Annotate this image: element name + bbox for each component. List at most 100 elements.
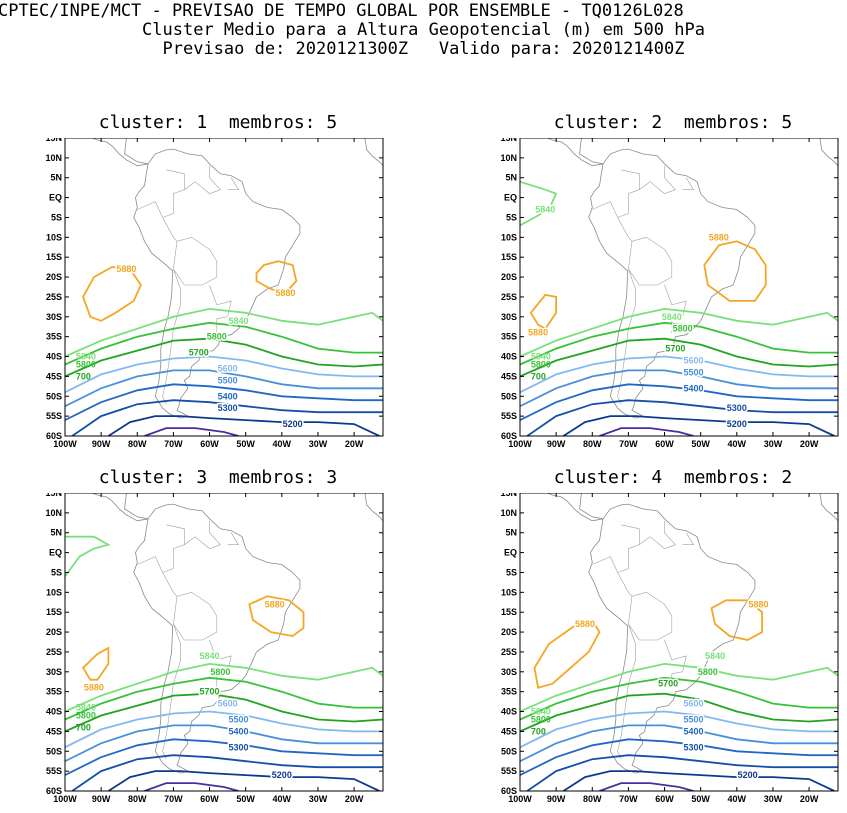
lon-tick-label: 100W	[508, 439, 532, 449]
lat-tick-label: 40S	[501, 707, 517, 717]
contour-label: 5600	[218, 699, 238, 709]
contour-5840	[65, 307, 383, 358]
lat-tick-label: 10S	[501, 232, 517, 242]
contour-5100	[144, 427, 239, 436]
contour-label: 5880	[84, 683, 104, 693]
contour-label: 5800	[207, 332, 227, 342]
lat-tick-label: 15N	[500, 138, 517, 143]
contour-5840	[520, 662, 838, 713]
lat-tick-label: 30S	[46, 312, 62, 322]
country-border	[173, 591, 218, 641]
map-plot: 5880588058405800570056005500540053005200…	[45, 493, 384, 804]
lat-tick-label: EQ	[49, 193, 62, 203]
contour-label: 5840	[705, 651, 725, 661]
lat-tick-label: 25S	[501, 647, 517, 657]
map-panel-2: cluster: 2 membros: 5 5840 5880 5880 5840 58…	[463, 112, 847, 452]
lat-tick-label: 60S	[46, 431, 62, 441]
contour-5200	[562, 770, 835, 791]
contour-label: 5500	[683, 714, 703, 724]
lon-tick-label: 20W	[345, 439, 364, 449]
contour-label: 5800	[76, 359, 96, 369]
contour-label: 700	[76, 371, 91, 381]
country-border	[639, 520, 676, 549]
lat-tick-label: 45S	[501, 726, 517, 736]
lat-tick-label: EQ	[504, 548, 517, 558]
lat-tick-label: 10N	[45, 153, 62, 163]
country-border	[682, 532, 695, 545]
plot-frame	[519, 493, 839, 792]
contour-label: 5300	[228, 742, 248, 752]
lat-tick-label: 60S	[501, 431, 517, 441]
lat-tick-label: EQ	[504, 193, 517, 203]
contour-label: 5700	[200, 687, 220, 697]
contour-label: 5880	[748, 599, 768, 609]
country-border	[162, 524, 185, 573]
contour-5600	[520, 355, 838, 394]
country-border	[227, 532, 240, 545]
lon-tick-label: 80W	[583, 439, 602, 449]
contour-label: 5500	[228, 714, 248, 724]
contour-5880	[533, 619, 601, 689]
contour-label: 5840	[531, 707, 551, 717]
coastline-central-america	[546, 138, 604, 167]
contour-5200	[562, 415, 835, 436]
contour-label: 5880	[116, 264, 136, 274]
lat-tick-label: 40S	[501, 352, 517, 362]
country-border	[664, 284, 687, 333]
lat-tick-label: 10S	[46, 587, 62, 597]
lat-tick-label: 45S	[501, 371, 517, 381]
contour-5100	[144, 782, 239, 791]
lat-tick-label: 20S	[501, 627, 517, 637]
contour-5400	[520, 383, 838, 421]
lat-tick-label: 50S	[501, 391, 517, 401]
lat-tick-label: 35S	[501, 687, 517, 697]
country-border	[173, 236, 218, 286]
contour-5800	[520, 321, 838, 366]
contour-label: 5800	[698, 667, 718, 677]
lat-tick-label: 5N	[505, 173, 517, 183]
lat-tick-label: 30S	[501, 312, 517, 322]
coastline-south-america	[133, 148, 301, 419]
coastline-africa	[364, 138, 383, 167]
contour-label: 5700	[665, 344, 685, 354]
contour-label: 5500	[683, 367, 703, 377]
contour-label: 5400	[683, 383, 703, 393]
lat-tick-label: 5S	[506, 212, 517, 222]
country-border	[162, 623, 181, 760]
contour-5700	[520, 692, 838, 733]
contour-5300	[526, 399, 838, 436]
lon-tick-label: 20W	[345, 794, 364, 804]
contour-label: 5700	[189, 348, 209, 358]
lat-tick-label: 10S	[501, 587, 517, 597]
panel-title: cluster: 4 membros: 2	[553, 467, 793, 488]
contour-5300	[71, 399, 383, 436]
lon-tick-label: 90W	[92, 439, 111, 449]
contour-5700	[65, 692, 383, 733]
contour-label: 5600	[683, 699, 703, 709]
plot-area	[65, 493, 383, 791]
lon-tick-label: 50W	[691, 439, 710, 449]
lat-tick-label: 40S	[46, 352, 62, 362]
coastline-africa	[364, 493, 383, 522]
contour-5100	[599, 782, 694, 791]
contour-label: 5400	[218, 391, 238, 401]
lon-tick-label: 70W	[164, 439, 183, 449]
panel-title: cluster: 3 membros: 3	[98, 467, 338, 488]
coastline-south-america	[133, 503, 301, 774]
lon-tick-label: 50W	[236, 439, 255, 449]
lon-tick-label: 40W	[728, 794, 747, 804]
plot-area	[520, 493, 838, 791]
contour-label: 5200	[727, 419, 747, 429]
contour-label: 700	[76, 722, 91, 732]
contour-label: 5840	[535, 205, 555, 215]
contour-label: 5200	[283, 419, 303, 429]
contour-label: 5800	[673, 324, 693, 334]
country-border	[137, 556, 178, 597]
country-border	[628, 591, 673, 641]
contour-5880	[82, 266, 142, 322]
coastline-africa	[819, 138, 838, 167]
contour-5880	[255, 260, 298, 295]
coastline-africa	[819, 493, 838, 522]
contour-5840	[65, 535, 111, 577]
contour-5800	[65, 676, 383, 721]
